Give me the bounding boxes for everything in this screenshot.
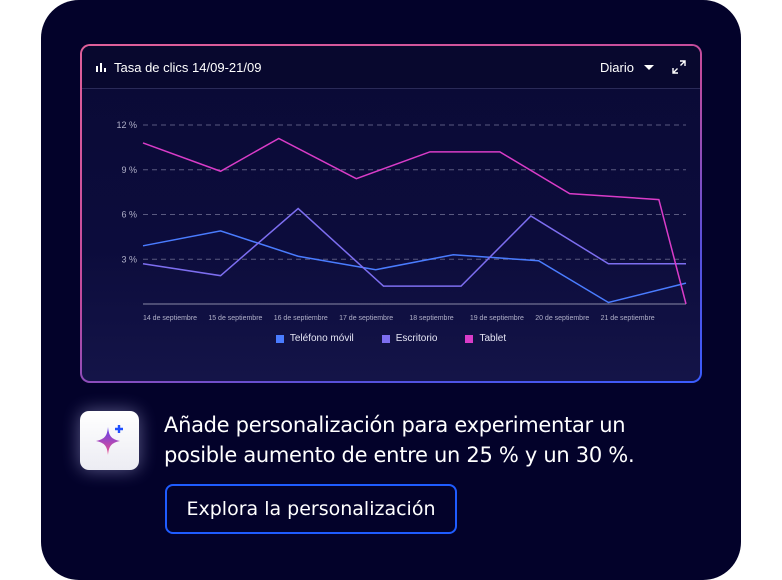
legend-label: Tablet — [479, 333, 507, 344]
legend-swatch — [381, 334, 390, 343]
card-header: Tasa de clics 14/09-21/09 Diario — [82, 46, 700, 89]
x-tick-label: 18 septiembre — [409, 315, 453, 322]
y-tick-label: 3 % — [121, 254, 137, 264]
period-dropdown[interactable]: Diario — [600, 60, 654, 75]
x-tick-label: 15 de septiembre — [208, 315, 262, 322]
period-value: Diario — [600, 59, 634, 75]
x-tick-label: 20 de septiembre — [535, 315, 589, 322]
x-tick-label: 16 de septiembre — [274, 315, 328, 322]
chart-legend: Teléfono móvil Escritorio Tablet — [82, 333, 700, 344]
expand-icon[interactable] — [672, 60, 686, 74]
sparkle-plus-icon — [95, 424, 123, 455]
legend-label: Escritorio — [395, 333, 438, 344]
x-tick-label: 21 de septiembre — [601, 315, 655, 322]
caret-down-icon — [644, 64, 654, 70]
series-line — [142, 137, 687, 305]
line-chart: 3 % 6 % 9 % 12 % 14 de septiembre 15 de septi… — [116, 120, 687, 322]
sparkle-plus-icon-tile — [80, 411, 139, 470]
y-tick-label: 12 % — [116, 120, 137, 130]
explore-personalization-button[interactable]: Explora la personalización — [165, 484, 457, 534]
legend-swatch — [465, 334, 474, 343]
legend-item: Escritorio — [381, 333, 438, 344]
legend-item: Tablet — [465, 333, 506, 344]
series-line — [142, 207, 686, 287]
legend-label: Teléfono móvil — [289, 333, 354, 344]
y-tick-label: 6 % — [121, 210, 137, 220]
legend-swatch — [275, 334, 284, 343]
bar-chart-icon — [96, 63, 106, 72]
chart-card: Tasa de clics 14/09-21/09 Diario 3 % 6 % 9… — [80, 44, 702, 383]
chart-title: Tasa de clics 14/09-21/09 — [114, 59, 262, 75]
x-tick-label: 14 de septiembre — [143, 315, 197, 322]
y-tick-label: 9 % — [121, 165, 137, 175]
x-tick-label: 19 de septiembre — [470, 315, 524, 322]
legend-item: Teléfono móvil — [275, 333, 354, 344]
promo-message: Añade personalización para experimentar … — [164, 413, 635, 467]
series-line — [142, 230, 687, 304]
x-tick-label: 17 de septiembre — [339, 315, 393, 322]
